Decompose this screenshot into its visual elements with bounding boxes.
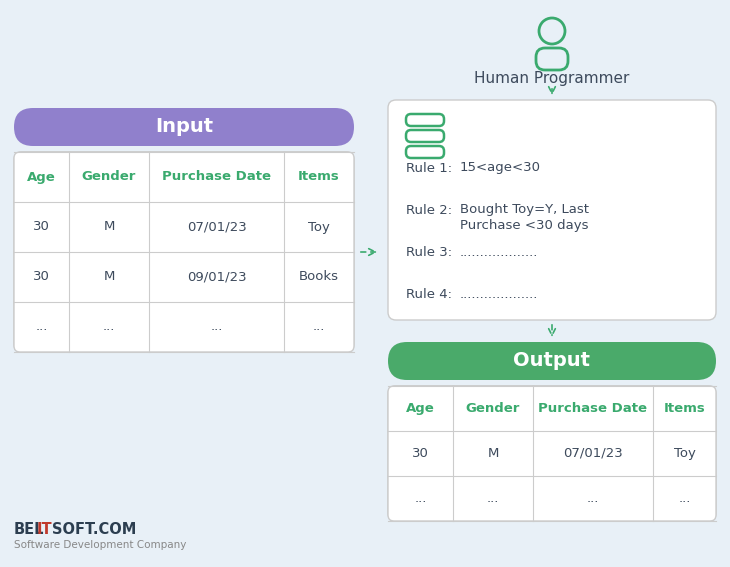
Text: SOFT.COM: SOFT.COM <box>52 523 137 538</box>
Text: ...................: ................... <box>460 246 539 259</box>
Text: ...: ... <box>35 320 47 333</box>
Text: Software Development Company: Software Development Company <box>14 540 186 550</box>
Text: Age: Age <box>27 171 56 184</box>
Text: 15<age<30: 15<age<30 <box>460 162 541 175</box>
Text: Items: Items <box>664 402 705 415</box>
Text: BEL: BEL <box>14 523 45 538</box>
Text: Items: Items <box>298 171 340 184</box>
Text: 07/01/23: 07/01/23 <box>187 221 247 234</box>
Text: Rule 4:: Rule 4: <box>406 287 452 301</box>
Text: Rule 1:: Rule 1: <box>406 162 452 175</box>
Text: M: M <box>104 221 115 234</box>
Text: Rule 3:: Rule 3: <box>406 246 452 259</box>
FancyBboxPatch shape <box>14 152 354 352</box>
Text: 30: 30 <box>33 270 50 284</box>
Text: ...: ... <box>678 492 691 505</box>
Text: ...: ... <box>210 320 223 333</box>
Text: Toy: Toy <box>674 447 696 460</box>
Text: Purchase <30 days: Purchase <30 days <box>460 219 588 232</box>
FancyBboxPatch shape <box>388 342 716 380</box>
Text: ...: ... <box>487 492 499 505</box>
Text: 07/01/23: 07/01/23 <box>563 447 623 460</box>
Text: Purchase Date: Purchase Date <box>539 402 648 415</box>
Text: ...: ... <box>587 492 599 505</box>
FancyBboxPatch shape <box>388 100 716 320</box>
Text: M: M <box>488 447 499 460</box>
Text: ...: ... <box>313 320 325 333</box>
Text: ...: ... <box>103 320 115 333</box>
Text: Human Programmer: Human Programmer <box>474 70 630 86</box>
FancyBboxPatch shape <box>388 386 716 521</box>
Text: M: M <box>104 270 115 284</box>
Text: Toy: Toy <box>308 221 330 234</box>
Text: Age: Age <box>406 402 435 415</box>
Text: 30: 30 <box>412 447 429 460</box>
Text: 30: 30 <box>33 221 50 234</box>
Text: Input: Input <box>155 117 213 137</box>
Text: ...: ... <box>415 492 427 505</box>
Text: Gender: Gender <box>82 171 137 184</box>
Text: ...................: ................... <box>460 287 539 301</box>
Text: Books: Books <box>299 270 339 284</box>
Text: 09/01/23: 09/01/23 <box>187 270 246 284</box>
FancyBboxPatch shape <box>14 152 354 352</box>
Text: IT: IT <box>37 523 53 538</box>
Text: Output: Output <box>513 352 591 370</box>
Text: Gender: Gender <box>466 402 520 415</box>
Text: Rule 2:: Rule 2: <box>406 204 452 217</box>
Text: Bought Toy=Y, Last: Bought Toy=Y, Last <box>460 204 589 217</box>
Text: Purchase Date: Purchase Date <box>162 171 271 184</box>
FancyBboxPatch shape <box>388 386 716 521</box>
FancyBboxPatch shape <box>14 108 354 146</box>
